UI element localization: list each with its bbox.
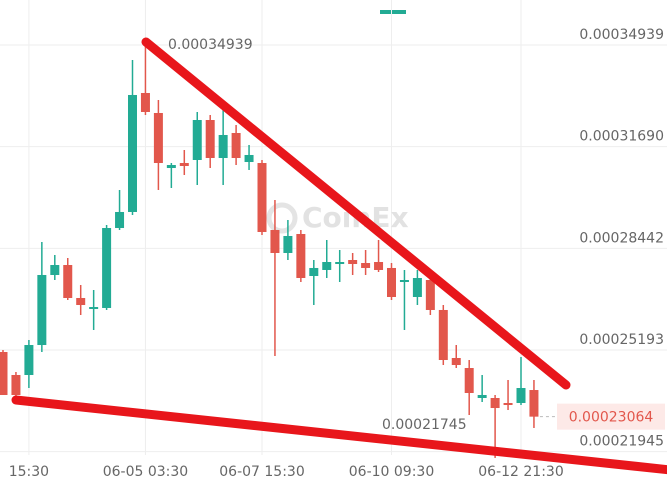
candle-body — [270, 229, 280, 253]
x-tick-label: 06-12 21:30 — [478, 464, 563, 480]
candle-body — [244, 154, 254, 163]
candle-body — [231, 132, 241, 158]
trend-line — [11, 395, 667, 475]
candle-body — [257, 163, 267, 232]
y-tick-label: 0.00028442 — [579, 230, 664, 246]
candle-body — [24, 345, 34, 375]
candle-body — [438, 309, 448, 361]
candle-body — [309, 267, 319, 276]
candle-body — [115, 211, 125, 229]
candle-body — [128, 94, 137, 212]
candle-body — [529, 390, 539, 417]
candle-body — [464, 368, 474, 393]
candle-body — [335, 262, 345, 265]
last-price-label: 0.00023064 — [569, 410, 654, 426]
candle-body — [296, 233, 306, 278]
candle-body — [451, 357, 461, 366]
candle-body — [102, 228, 112, 308]
candle-body — [166, 165, 176, 169]
candle-body — [205, 120, 215, 158]
candle-body — [179, 163, 189, 167]
y-tick-label: 0.00021945 — [579, 434, 664, 450]
candle-body — [425, 280, 435, 310]
watermark-logo — [266, 202, 298, 234]
candle-body — [218, 134, 228, 158]
y-tick-label: 0.00031690 — [579, 129, 664, 145]
trend-line — [141, 37, 571, 390]
candle-body — [322, 262, 332, 270]
x-tick-label: 06-07 15:30 — [219, 464, 304, 480]
candle-body — [11, 374, 21, 395]
y-tick-label: 0.00034939 — [579, 27, 664, 43]
candle-body — [348, 260, 358, 265]
candle-body — [50, 265, 60, 275]
candle-body — [387, 267, 396, 297]
tab-indicator — [380, 10, 406, 14]
candle-body — [192, 120, 202, 161]
axis: 0.00034939 0.00031690 0.00028442 0.00025193… — [9, 27, 664, 480]
candle-body — [37, 274, 47, 346]
candle-body — [153, 112, 163, 164]
price-tag: 0.00023064 — [539, 403, 665, 430]
watermark: CoinEx — [266, 201, 409, 234]
candle-body — [283, 235, 293, 253]
candle-body — [76, 297, 86, 306]
candle-body — [0, 351, 8, 395]
candle-body — [477, 394, 487, 398]
x-tick-label: 06-10 09:30 — [349, 464, 434, 480]
max-annotation: 0.00034939 — [168, 37, 253, 53]
candle-body — [503, 403, 513, 406]
y-tick-label: 0.00025193 — [579, 332, 664, 348]
x-tick-label: 15:30 — [9, 464, 49, 480]
candle-body — [361, 263, 371, 268]
candle-body — [516, 388, 526, 404]
candle-body — [374, 262, 384, 270]
min-annotation: 0.00021745 — [382, 417, 467, 433]
candle-body — [63, 265, 73, 298]
candle-body — [399, 280, 409, 283]
x-tick-label: 06-05 03:30 — [103, 464, 188, 480]
candle-body — [412, 277, 422, 297]
last-price-box — [557, 403, 665, 430]
candle-body — [490, 397, 500, 409]
candle-body — [89, 307, 99, 310]
candle-body — [140, 92, 150, 112]
candles — [0, 44, 539, 458]
